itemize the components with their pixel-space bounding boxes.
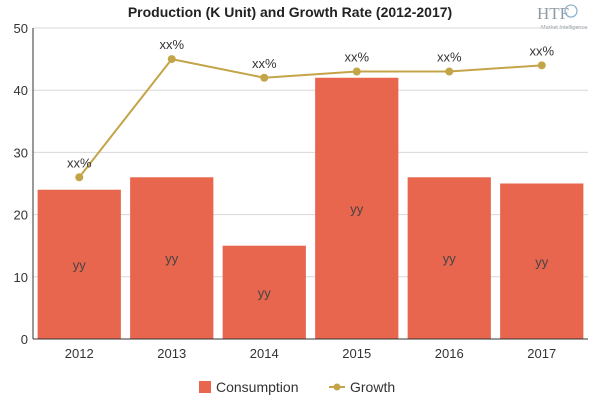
gridlines — [33, 27, 588, 278]
growth-data-label: xx% — [159, 37, 184, 52]
legend-label-growth: Growth — [350, 379, 395, 395]
growth-data-label: xx% — [344, 50, 369, 65]
y-tick-label: 0 — [21, 332, 28, 347]
bar-data-label: yy — [443, 251, 457, 266]
growth-point — [167, 55, 176, 64]
bar-consumption — [407, 177, 491, 339]
growth-point — [75, 173, 84, 182]
y-tick-label: 40 — [14, 83, 28, 98]
growth-data-label: xx% — [67, 155, 92, 170]
legend-label-consumption: Consumption — [216, 379, 299, 395]
growth-line-path — [78, 57, 542, 178]
bar-consumption — [222, 245, 306, 339]
growth-point — [537, 61, 546, 70]
legend-swatch-consumption — [199, 381, 211, 393]
growth-point — [352, 67, 361, 76]
axes: 0 10 20 30 40 50 2012 2013 2014 2015 2016 2017 — [14, 21, 588, 361]
htf-logo: HTF Market Intelligence — [537, 4, 587, 31]
legend: Consumption Growth — [199, 379, 395, 395]
x-tick-label: 2012 — [65, 346, 94, 361]
bar-data-label: yy — [73, 257, 87, 272]
y-tick-label: 50 — [14, 21, 28, 36]
growth-data-label: xx% — [252, 56, 277, 71]
bar-data-label: yy — [350, 201, 364, 216]
y-tick-label: 10 — [14, 270, 28, 285]
x-tick-label: 2014 — [250, 346, 279, 361]
bar-consumption — [500, 183, 584, 339]
x-tick-label: 2017 — [527, 346, 556, 361]
growth-data-label: xx% — [529, 43, 554, 58]
legend-marker-growth — [333, 383, 341, 391]
logo-mark: HTF — [537, 4, 569, 23]
bar-consumption — [37, 189, 121, 339]
y-tick-label: 30 — [14, 145, 28, 160]
bar-data-label: yy — [165, 251, 179, 266]
bar-consumption — [315, 77, 399, 339]
growth-point — [260, 73, 269, 82]
bar-data-label: yy — [258, 285, 272, 300]
y-tick-label: 20 — [14, 208, 28, 223]
bar-data-label: yy — [535, 254, 549, 269]
x-tick-label: 2013 — [157, 346, 186, 361]
growth-data-label: xx% — [437, 50, 462, 65]
growth-point — [445, 67, 454, 76]
growth-line: xx% xx% xx% xx% xx% xx% — [67, 37, 554, 182]
x-tick-label: 2015 — [342, 346, 371, 361]
bar-consumption — [130, 177, 214, 339]
x-tick-label: 2016 — [435, 346, 464, 361]
chart-title: Production (K Unit) and Growth Rate (201… — [128, 4, 452, 20]
consumption-bars: yy yy yy yy yy yy — [37, 77, 584, 339]
